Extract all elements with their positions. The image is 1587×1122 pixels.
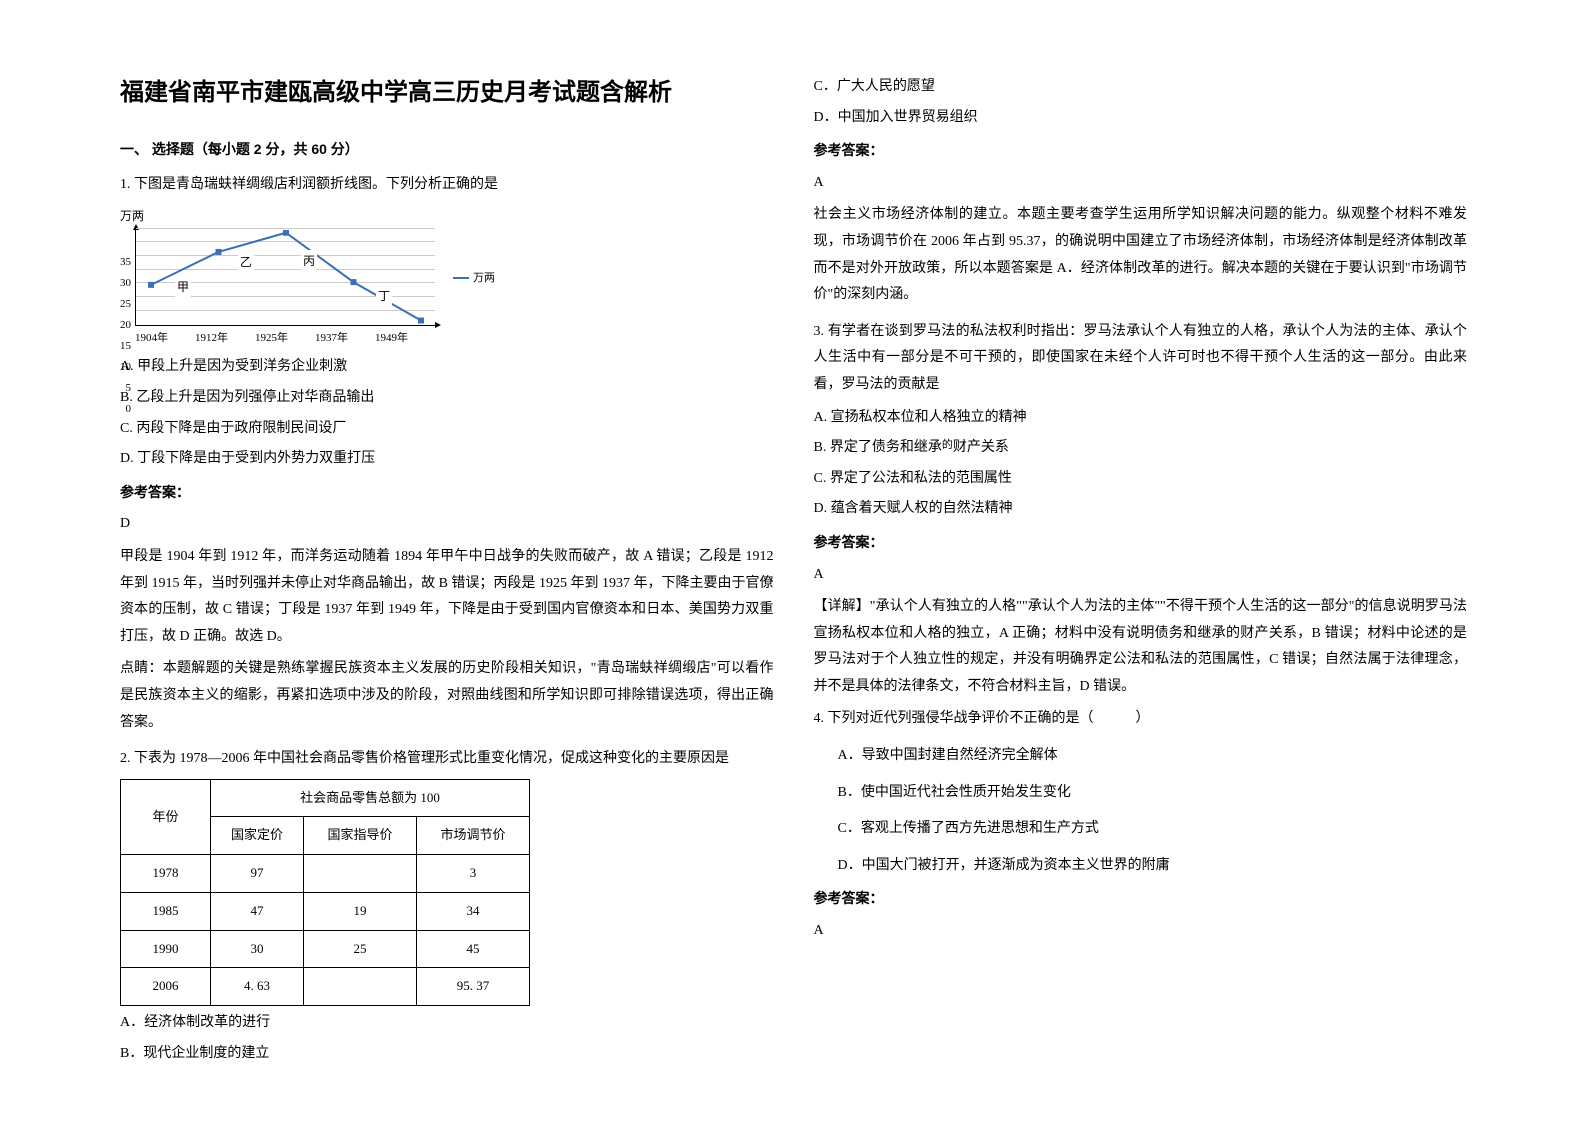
q2-stem: 2. 下表为 1978—2006 年中国社会商品零售价格管理形式比重变化情况，促… [120, 746, 774, 773]
q3-option-c: C. 界定了公法和私法的范围属性 [814, 466, 1468, 493]
table-cell: 1978 [121, 855, 211, 893]
y-tick: 35 [120, 252, 131, 273]
q1-option-c: C. 丙段下降是由于政府限制民间设厂 [120, 416, 774, 443]
q2-option-c: C．广大人民的愿望 [814, 74, 1468, 101]
q1-option-a: A. 甲段上升是因为受到洋务企业刺激 [120, 354, 774, 381]
q3-stem: 3. 有学者在谈到罗马法的私法权利时指出：罗马法承认个人有独立的人格，承认个人为… [814, 319, 1468, 399]
q4-option-c: C．客观上传播了西方先进思想和生产方式 [814, 816, 1468, 843]
table-header-col2: 国家指导价 [304, 817, 417, 855]
table-row: 1985471934 [121, 892, 530, 930]
x-tick: 1925年 [255, 328, 315, 349]
table-row: 年份 社会商品零售总额为 100 [121, 779, 530, 817]
q4-option-a: A．导致中国封建自然经济完全解体 [814, 743, 1468, 770]
x-tick: 1904年 [135, 328, 195, 349]
y-tick: 25 [120, 294, 131, 315]
q1-option-d: D. 丁段下降是由于受到内外势力双重打压 [120, 446, 774, 473]
table-header-year: 年份 [121, 779, 211, 854]
chart-plot-column: 万两 甲 乙 丙丁 1904年1912年1925年1937年1949年 [135, 230, 510, 349]
table-cell [304, 968, 417, 1006]
q3-answer-label: 参考答案： [814, 529, 1468, 556]
q2-option-b: B．现代企业制度的建立 [120, 1041, 774, 1068]
chart-y-axis: 35302520151050 [120, 252, 135, 348]
q3-option-b: B. 界定了债务和继承的财产关系 [814, 435, 1468, 462]
segment-label: 丁 [376, 285, 392, 308]
right-column: C．广大人民的愿望 D．中国加入世界贸易组织 参考答案： A 社会主义市场经济体… [794, 70, 1488, 1052]
table-cell: 2006 [121, 968, 211, 1006]
q3-answer: A [814, 562, 1468, 589]
x-tick: 1949年 [375, 328, 435, 349]
q3-option-b-de: 的 [942, 439, 953, 451]
q1-chart: 万两 35302520151050 万两 甲 乙 丙丁 1904年1912年1925… [120, 205, 510, 349]
q2-answer-label: 参考答案： [814, 137, 1468, 164]
q3-option-a: A. 宣扬私权本位和人格独立的精神 [814, 405, 1468, 432]
grid-line [136, 228, 435, 229]
table-cell: 1985 [121, 892, 211, 930]
table-header-col3: 市场调节价 [417, 817, 530, 855]
x-tick: 1912年 [195, 328, 255, 349]
q1-answer: D [120, 511, 774, 538]
page-title: 福建省南平市建瓯高级中学高三历史月考试题含解析 [120, 70, 774, 116]
q4-option-d: D．中国大门被打开，并逐渐成为资本主义世界的附庸 [814, 853, 1468, 880]
table-cell: 25 [304, 930, 417, 968]
table-cell: 30 [210, 930, 303, 968]
segment-label: 乙 [238, 251, 254, 274]
q4-option-b: B．使中国近代社会性质开始发生变化 [814, 780, 1468, 807]
table-cell: 95. 37 [417, 968, 530, 1006]
y-tick: 20 [120, 315, 131, 336]
q4-stem: 4. 下列对近代列强侵华战争评价不正确的是（ ） [814, 706, 1468, 733]
table-row: 1990302545 [121, 930, 530, 968]
table-cell: 97 [210, 855, 303, 893]
q3-explanation: 【详解】"承认个人有独立的人格""承认个人为法的主体""不得干预个人生活的这一部… [814, 594, 1468, 700]
q1-explanation-1: 甲段是 1904 年到 1912 年，而洋务运动随着 1894 年甲午中日战争的… [120, 544, 774, 650]
q3-option-d: D. 蕴含着天赋人权的自然法精神 [814, 496, 1468, 523]
left-column: 福建省南平市建瓯高级中学高三历史月考试题含解析 一、 选择题（每小题 2 分，共… [100, 70, 794, 1052]
segment-label: 丙 [301, 250, 317, 273]
table-cell: 19 [304, 892, 417, 930]
chart-x-axis: 1904年1912年1925年1937年1949年 [135, 326, 435, 349]
table-header-col1: 国家定价 [210, 817, 303, 855]
chart-plot-area: 万两 甲乙丙丁 [135, 230, 435, 326]
x-tick: 1937年 [315, 328, 375, 349]
legend-line-icon [453, 277, 469, 279]
table-row: 197897 3 [121, 855, 530, 893]
q1-option-b: B. 乙段上升是因为列强停止对华商品输出 [120, 385, 774, 412]
table-cell: 3 [417, 855, 530, 893]
q2-option-d: D．中国加入世界贸易组织 [814, 105, 1468, 132]
segment-label: 甲 [175, 276, 191, 299]
chart-ylabel: 万两 [120, 205, 510, 228]
chart-legend: 万两 [453, 268, 495, 289]
section-header: 一、 选择题（每小题 2 分，共 60 分） [120, 136, 774, 163]
q2-table: 年份 社会商品零售总额为 100 国家定价 国家指导价 市场调节价 197897… [120, 779, 530, 1006]
q4-answer-label: 参考答案： [814, 885, 1468, 912]
q2-explanation: 社会主义市场经济体制的建立。本题主要考查学生运用所学知识解决问题的能力。纵观整个… [814, 202, 1468, 308]
legend-label: 万两 [473, 268, 495, 289]
table-cell: 1990 [121, 930, 211, 968]
table-header-span: 社会商品零售总额为 100 [210, 779, 529, 817]
q1-explanation-2: 点睛：本题解题的关键是熟练掌握民族资本主义发展的历史阶段相关知识，"青岛瑞蚨祥绸… [120, 656, 774, 736]
q4-answer: A [814, 918, 1468, 945]
q2-option-a: A．经济体制改革的进行 [120, 1010, 774, 1037]
y-tick: 30 [120, 273, 131, 294]
q2-answer: A [814, 170, 1468, 197]
table-cell: 47 [210, 892, 303, 930]
q1-stem: 1. 下图是青岛瑞蚨祥绸缎店利润额折线图。下列分析正确的是 [120, 172, 774, 199]
q1-answer-label: 参考答案： [120, 479, 774, 506]
table-cell: 4. 63 [210, 968, 303, 1006]
table-cell: 45 [417, 930, 530, 968]
table-cell [304, 855, 417, 893]
table-row: 20064. 63 95. 37 [121, 968, 530, 1006]
table-cell: 34 [417, 892, 530, 930]
chart-body: 35302520151050 万两 甲乙丙丁 1904年1912年1925年19… [120, 230, 510, 349]
